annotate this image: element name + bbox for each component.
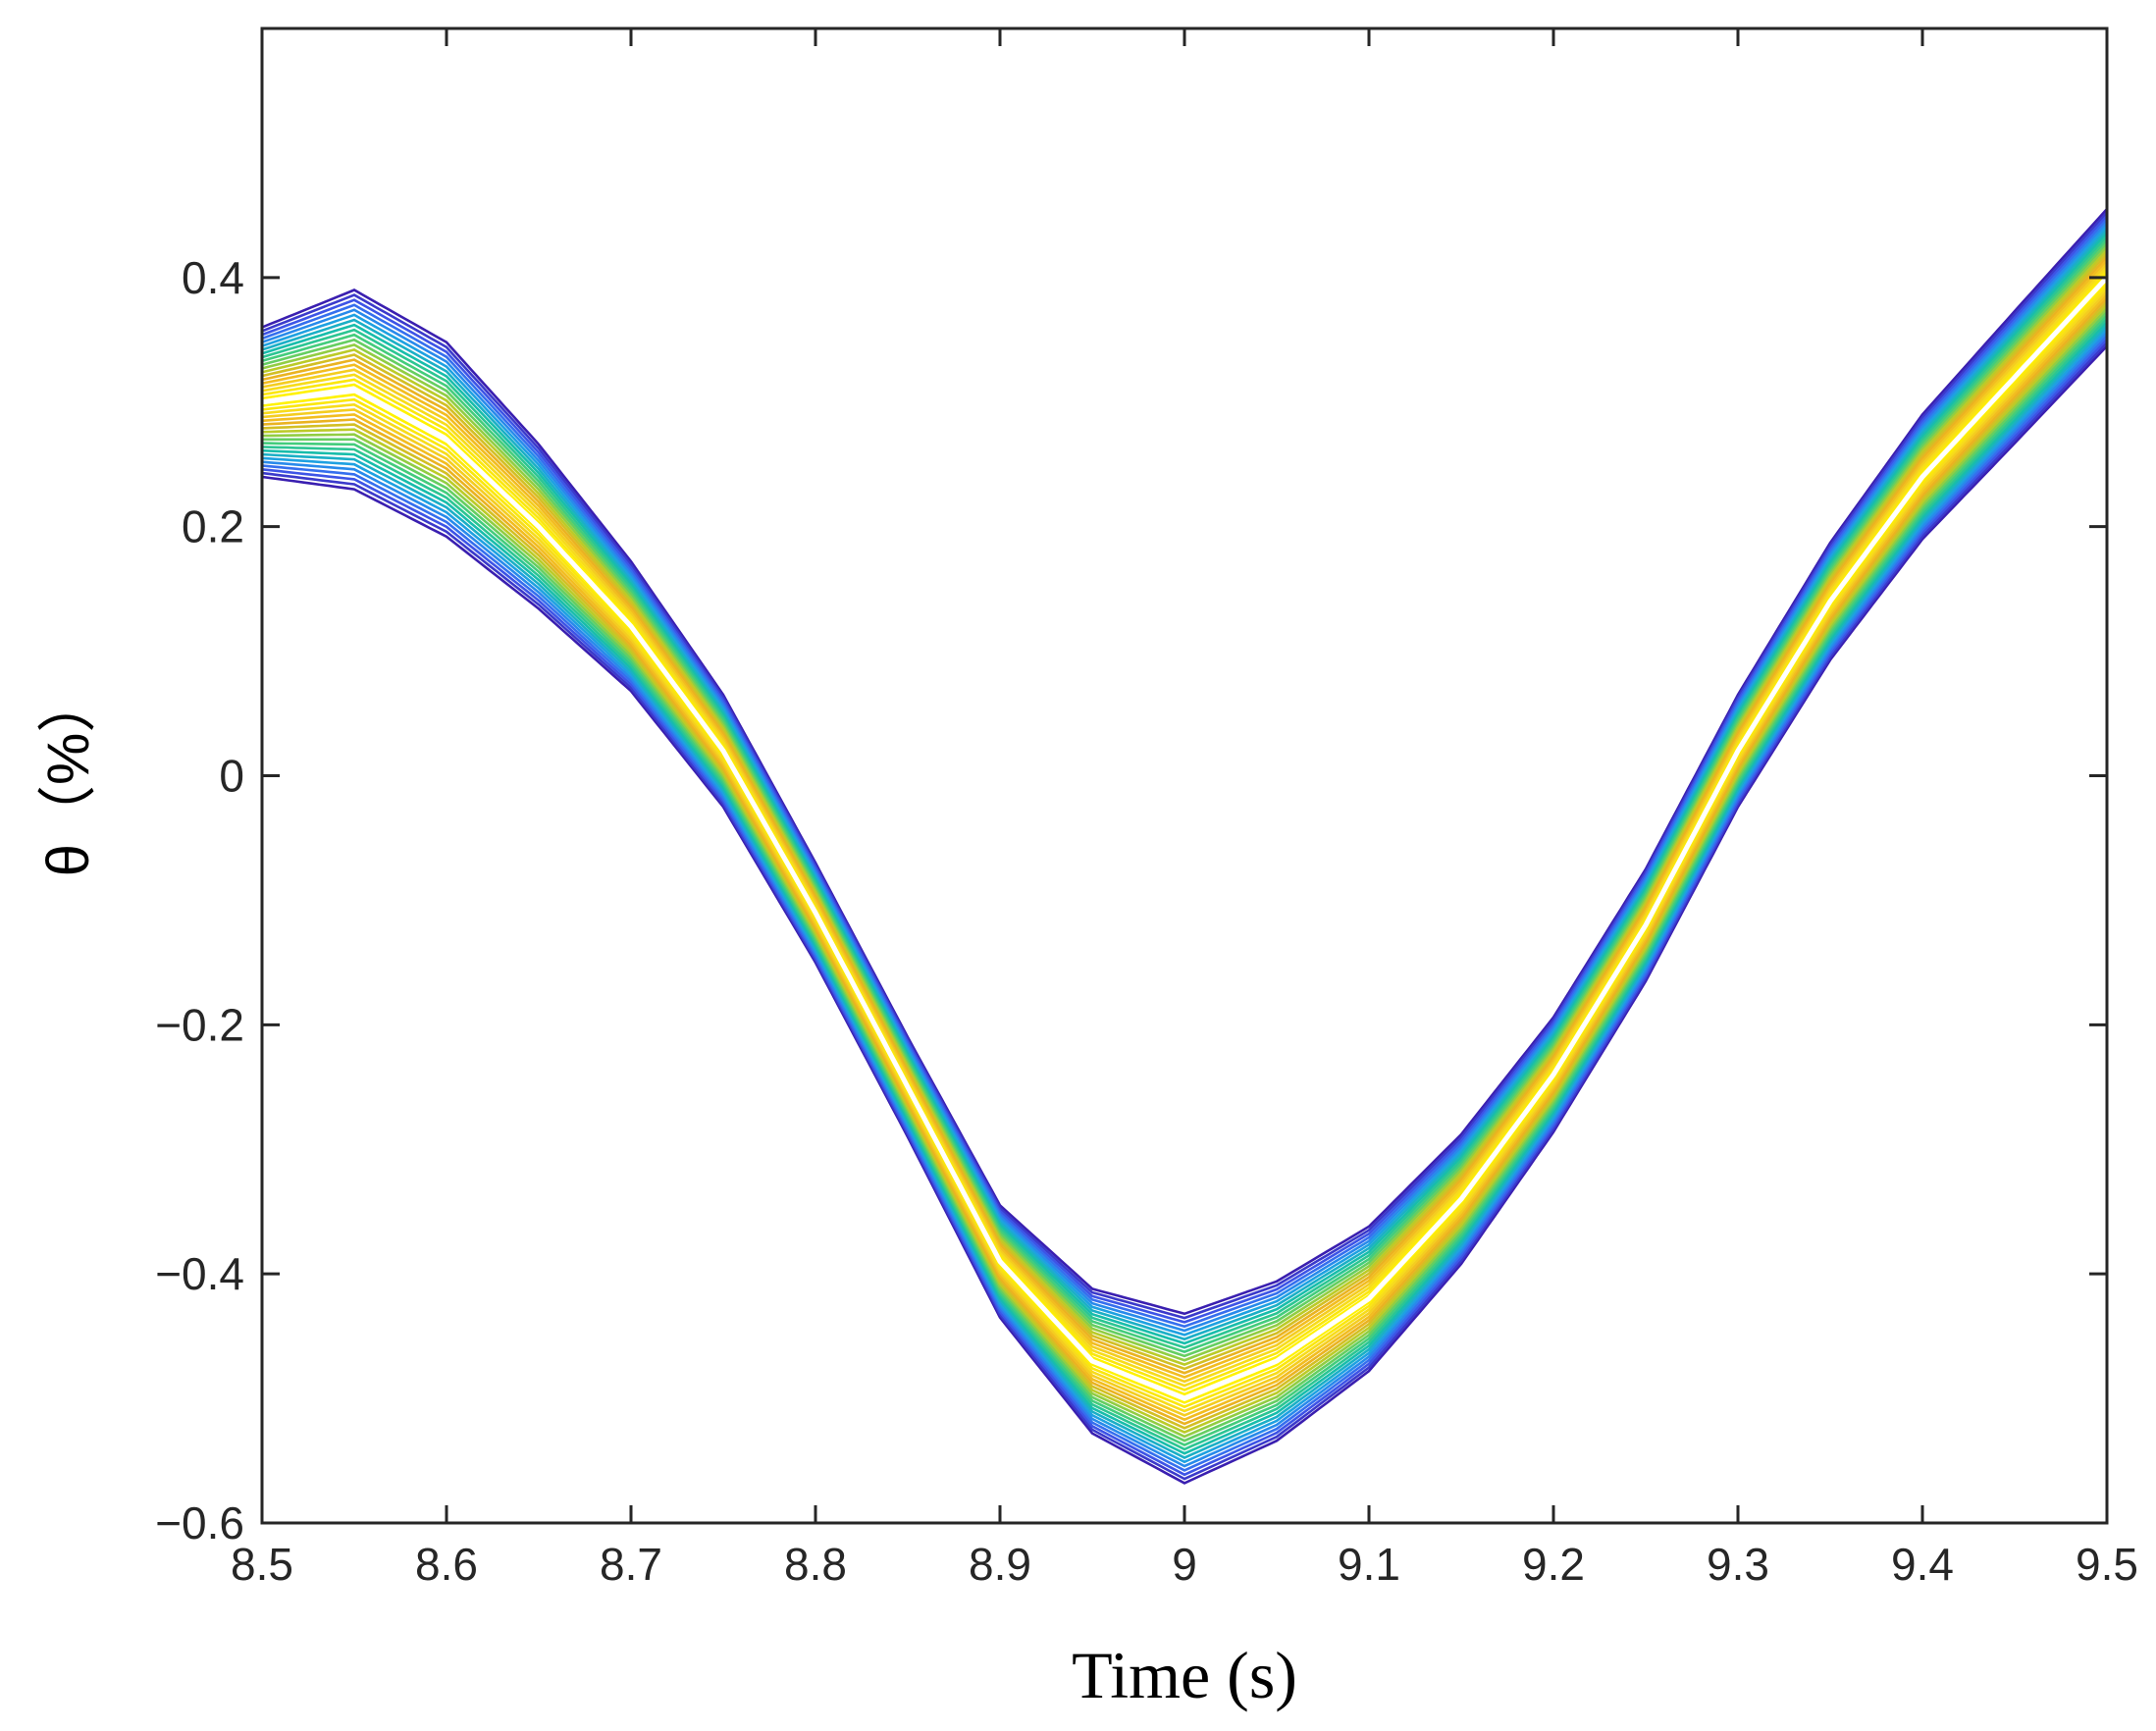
contour-line-lower-7 xyxy=(262,324,2107,1459)
contour-line-upper-3 xyxy=(262,215,2107,1324)
contour-line-upper-14 xyxy=(262,252,2107,1371)
contour-line-lower-3 xyxy=(262,338,2107,1477)
x-tick-label: 8.5 xyxy=(231,1539,293,1590)
y-tick-label: 0.4 xyxy=(182,252,244,303)
contour-line-lower-9 xyxy=(262,317,2107,1451)
contour-line-upper-19 xyxy=(262,270,2107,1391)
contour-line-lower-5 xyxy=(262,331,2107,1468)
contour-line-lower-16 xyxy=(262,293,2107,1422)
contour-line-lower-12 xyxy=(262,307,2107,1439)
contour-line-lower-18 xyxy=(262,287,2107,1413)
contour-line-upper-12 xyxy=(262,245,2107,1362)
contour-line-upper-6 xyxy=(262,225,2107,1337)
x-tick-label: 9.5 xyxy=(2076,1539,2138,1590)
contour-line-lower-11 xyxy=(262,310,2107,1442)
y-tick-label: −0.4 xyxy=(155,1248,244,1299)
contour-line-upper-9 xyxy=(262,236,2107,1349)
x-tick-label: 8.8 xyxy=(784,1539,847,1590)
x-tick-label: 9.4 xyxy=(1891,1539,1954,1590)
contour-line-upper-16 xyxy=(262,259,2107,1379)
contour-line-upper-1 xyxy=(262,208,2107,1316)
x-tick-label: 9.2 xyxy=(1522,1539,1585,1590)
contour-line-upper-11 xyxy=(262,242,2107,1358)
y-tick-label: −0.2 xyxy=(155,999,244,1050)
contour-line-upper-13 xyxy=(262,249,2107,1366)
contour-line-upper-5 xyxy=(262,222,2107,1333)
contour-line-upper-2 xyxy=(262,211,2107,1320)
contour-line-lower-15 xyxy=(262,296,2107,1426)
x-tick-label: 8.6 xyxy=(415,1539,478,1590)
contour-line-upper-10 xyxy=(262,238,2107,1353)
x-tick-label: 9 xyxy=(1172,1539,1197,1590)
y-tick-label: 0 xyxy=(219,751,244,802)
ridge-crest xyxy=(262,276,2107,1401)
contour-line-lower-4 xyxy=(262,335,2107,1472)
axis-ticks: 8.5 8.6 8.7 8.8 8.9 9 9.1 9.2 9.3 9.4 9.5 −0.6 −0.4 −… xyxy=(155,28,2138,1590)
contour-lines xyxy=(262,208,2107,1485)
contour-line-upper-8 xyxy=(262,232,2107,1345)
x-tick-label: 8.9 xyxy=(969,1539,1031,1590)
contour-line-upper-4 xyxy=(262,218,2107,1329)
x-axis-title: Time (s) xyxy=(1072,1638,1297,1712)
contour-line-lower-2 xyxy=(262,341,2107,1481)
contour-line-lower-19 xyxy=(262,283,2107,1409)
contour-line-lower-13 xyxy=(262,303,2107,1435)
x-tick-label: 9.3 xyxy=(1707,1539,1769,1590)
contour-line-lower-17 xyxy=(262,289,2107,1417)
y-tick-label: −0.6 xyxy=(155,1497,244,1548)
y-tick-label: 0.2 xyxy=(182,501,244,552)
x-tick-label: 9.1 xyxy=(1338,1539,1400,1590)
contour-line-upper-18 xyxy=(262,266,2107,1388)
x-tick-label: 8.7 xyxy=(600,1539,662,1590)
contour-line-upper-15 xyxy=(262,256,2107,1375)
y-axis-title: θ（%） xyxy=(35,674,101,877)
contour-line-lower-14 xyxy=(262,300,2107,1430)
contour-line-lower-1 xyxy=(262,344,2107,1485)
contour-line-upper-7 xyxy=(262,229,2107,1341)
contour-line-upper-17 xyxy=(262,263,2107,1384)
contour-line-lower-10 xyxy=(262,314,2107,1447)
contour-line-lower-8 xyxy=(262,321,2107,1455)
contour-line-lower-6 xyxy=(262,328,2107,1464)
